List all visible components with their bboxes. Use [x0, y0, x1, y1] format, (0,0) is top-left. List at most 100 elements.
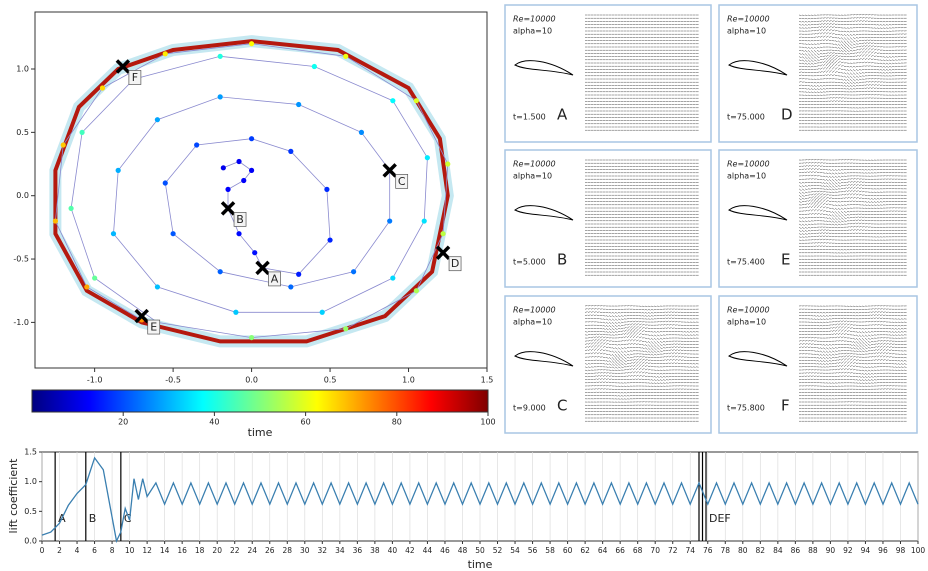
x-tick-label: 24 [247, 546, 257, 555]
trajectory-point [252, 250, 257, 255]
trajectory-point [390, 275, 395, 280]
time-label: t=1.500 [513, 113, 546, 122]
trajectory-point [92, 275, 97, 280]
x-tick-label: 90 [826, 546, 836, 555]
trajectory-frame [35, 12, 487, 368]
annotation-label: F [132, 71, 138, 84]
x-tick-label: -0.5 [165, 376, 181, 385]
x-tick-label: 64 [598, 546, 608, 555]
trajectory-point [79, 130, 84, 135]
trajectory-point [249, 335, 254, 340]
trajectory-point [163, 51, 168, 56]
x-tick-label: 92 [843, 546, 853, 555]
time-marker-label: DEF [709, 512, 731, 525]
trajectory-point [296, 102, 301, 107]
colorbar-label: time [248, 426, 273, 439]
x-tick-label: 18 [195, 546, 205, 555]
reynolds-label: Re=10000 [513, 306, 556, 315]
reynolds-label: Re=10000 [727, 306, 770, 315]
panel-letter: C [557, 397, 567, 415]
trajectory-point [288, 149, 293, 154]
trajectory-point [163, 180, 168, 185]
trajectory-point [445, 161, 450, 166]
panel-letter: F [781, 397, 790, 415]
trajectory-point [312, 64, 317, 69]
annotation-label: B [236, 213, 244, 226]
trajectory-point [100, 85, 105, 90]
trajectory-point [249, 41, 254, 46]
reynolds-label: Re=10000 [727, 15, 770, 24]
reynolds-label: Re=10000 [513, 160, 556, 169]
trajectory-point [296, 272, 301, 277]
trajectory-point [440, 231, 445, 236]
x-tick-label: 94 [861, 546, 871, 555]
x-tick-label: 14 [160, 546, 170, 555]
y-tick-label: 0.5 [24, 507, 37, 516]
x-tick-label: 88 [808, 546, 818, 555]
trajectory-point [218, 269, 223, 274]
trajectory-point [359, 130, 364, 135]
trajectory-point [116, 168, 121, 173]
trajectory-point [236, 159, 241, 164]
reynolds-label: Re=10000 [727, 160, 770, 169]
alpha-label: alpha=10 [513, 318, 552, 327]
colorbar-tick-label: 60 [301, 418, 311, 427]
x-tick-label: 38 [370, 546, 380, 555]
trajectory-point [422, 218, 427, 223]
trajectory-point [324, 187, 329, 192]
x-tick-label: 30 [300, 546, 310, 555]
x-tick-label: 1.5 [481, 376, 494, 385]
y-tick-label: -1.0 [13, 318, 29, 327]
x-tick-label: 48 [458, 546, 468, 555]
x-tick-label: 36 [353, 546, 363, 555]
colorbar-tick-label: 40 [209, 418, 219, 427]
colorbar-tick-label: 20 [118, 418, 128, 427]
x-tick-label: 68 [633, 546, 643, 555]
x-tick-label: 74 [685, 546, 695, 555]
x-tick-label: 66 [615, 546, 625, 555]
time-label: t=75.400 [727, 258, 765, 267]
y-tick-label: 1.0 [24, 477, 37, 486]
alpha-label: alpha=10 [727, 172, 766, 181]
x-tick-label: 16 [177, 546, 187, 555]
x-tick-label: 60 [563, 546, 573, 555]
panel-letter: D [781, 106, 793, 124]
x-tick-label: 20 [212, 546, 222, 555]
trajectory-point [249, 168, 254, 173]
y-tick-label: 1.5 [24, 448, 37, 457]
trajectory-point [320, 310, 325, 315]
alpha-label: alpha=10 [727, 318, 766, 327]
reynolds-label: Re=10000 [513, 15, 556, 24]
x-tick-label: 26 [265, 546, 275, 555]
x-tick-label: 100 [911, 546, 926, 555]
x-tick-label: 42 [405, 546, 415, 555]
x-tick-label: 62 [580, 546, 590, 555]
x-tick-label: 10 [125, 546, 135, 555]
x-tick-label: 56 [528, 546, 538, 555]
x-tick-label: 8 [110, 546, 115, 555]
x-tick-label: 6 [92, 546, 97, 555]
y-axis-label: lift coefficient [7, 458, 20, 534]
alpha-label: alpha=10 [513, 172, 552, 181]
trajectory-point [53, 218, 58, 223]
x-tick-label: 32 [318, 546, 328, 555]
trajectory-point [155, 284, 160, 289]
trajectory-point [218, 94, 223, 99]
trajectory-point [351, 269, 356, 274]
x-tick-label: 50 [475, 546, 485, 555]
panel-letter: B [557, 251, 567, 269]
x-tick-label: 12 [142, 546, 152, 555]
y-tick-label: 0.0 [16, 191, 29, 200]
trajectory-point [236, 231, 241, 236]
x-tick-label: 72 [668, 546, 678, 555]
x-tick-label: -1.0 [87, 376, 103, 385]
x-tick-label: 54 [510, 546, 520, 555]
colorbar-tick-label: 80 [392, 418, 402, 427]
y-tick-label: 0.5 [16, 128, 29, 137]
panel-letter: E [781, 251, 790, 269]
trajectory-point [343, 54, 348, 59]
trajectory-point [390, 98, 395, 103]
x-tick-label: 70 [650, 546, 660, 555]
trajectory-point [225, 187, 230, 192]
trajectory-point [425, 155, 430, 160]
